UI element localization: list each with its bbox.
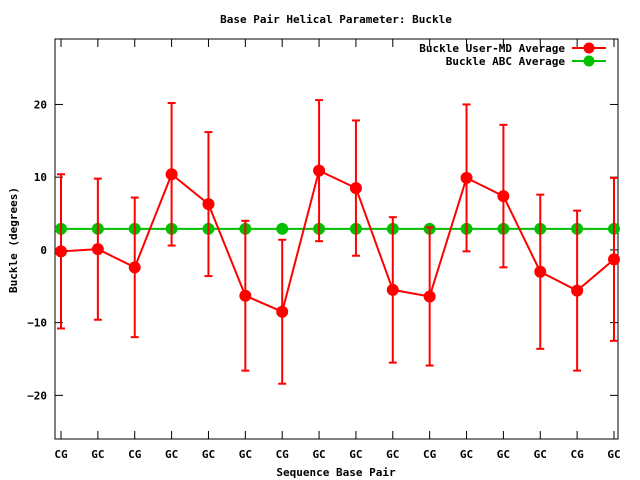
x-tick-label: GC (497, 448, 510, 461)
data-point (386, 283, 399, 296)
plot-frame (54, 38, 619, 440)
series-line (60, 169, 615, 314)
chart-title: Base Pair Helical Parameter: Buckle (220, 13, 452, 26)
x-tick-label: GC (165, 448, 178, 461)
x-tick-label: CG (54, 448, 68, 461)
data-point (165, 168, 178, 181)
data-point (202, 198, 215, 211)
legend-label-abc: Buckle ABC Average (446, 55, 566, 68)
x-tick-label: GC (349, 448, 362, 461)
data-point (91, 243, 104, 256)
plot-frame-group (54, 38, 619, 440)
legend: Buckle User-MD Average Buckle ABC Averag… (419, 42, 606, 68)
y-tick-label: 0 (40, 244, 47, 257)
data-point (571, 284, 584, 297)
y-tick-label: 10 (34, 171, 47, 184)
x-tick-label: GC (607, 448, 620, 461)
x-tick-label: CG (276, 448, 290, 461)
series-user-md (55, 99, 620, 385)
x-tick-label: CG (423, 448, 437, 461)
data-point (313, 164, 326, 177)
data-point (423, 290, 436, 303)
legend-marker-user-md (583, 42, 595, 54)
data-point (349, 182, 362, 195)
data-point (239, 289, 252, 302)
x-tick-label: CG (128, 448, 142, 461)
x-tick-label: GC (91, 448, 104, 461)
data-point (497, 190, 510, 203)
data-point (55, 245, 67, 258)
x-tick-label: GC (312, 448, 325, 461)
data-point (128, 261, 141, 274)
data-point (608, 253, 620, 266)
x-tick-label: GC (460, 448, 473, 461)
data-point (276, 305, 289, 318)
x-ticks-group: CG GC CG GC GC GC CG GC GC GC CG GC GC GC CG GC (54, 39, 621, 461)
x-tick-label: CG (571, 448, 585, 461)
x-tick-label: GC (202, 448, 215, 461)
data-point (276, 222, 289, 235)
y-tick-label: 20 (34, 98, 47, 111)
data-point (534, 265, 547, 278)
y-axis-label: Buckle (degrees) (7, 187, 20, 293)
legend-marker-abc (583, 55, 595, 67)
series-abc (55, 222, 620, 235)
data-point (460, 171, 473, 184)
legend-label-user-md: Buckle User-MD Average (419, 42, 565, 55)
y-tick-label: −20 (27, 389, 47, 402)
x-axis-label: Sequence Base Pair (276, 466, 396, 479)
x-tick-label: GC (534, 448, 547, 461)
x-tick-label: GC (239, 448, 252, 461)
x-tick-label: GC (386, 448, 399, 461)
series-group (55, 99, 620, 385)
y-tick-label: −10 (27, 317, 47, 330)
